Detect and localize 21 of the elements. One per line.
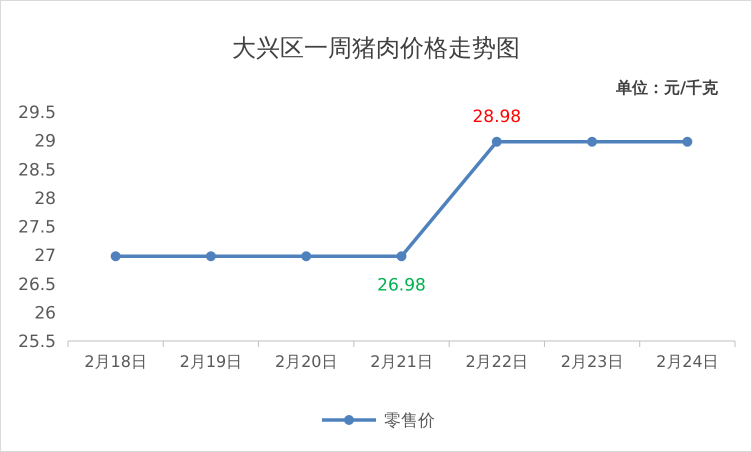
data-label: 26.98: [377, 275, 426, 296]
y-tick-label: 27: [34, 246, 56, 266]
y-tick-label: 26.5: [18, 274, 56, 295]
y-tick-label: 27.5: [18, 218, 56, 238]
y-tick-label: 29: [34, 132, 56, 152]
y-tick-label: 25.5: [18, 332, 56, 352]
x-tick-label: 2月22日: [466, 352, 528, 371]
y-tick-label: 26: [34, 303, 56, 324]
y-tick-label: 28.5: [18, 160, 56, 180]
x-tick-label: 2月20日: [274, 352, 338, 371]
x-tick-label: 2月21日: [370, 352, 433, 371]
x-tick-label: 2月19日: [180, 352, 242, 371]
text: 单位：元/千克: [615, 78, 719, 97]
legend-label: 零售价: [384, 411, 435, 431]
data-label: 28.98: [472, 106, 522, 127]
x-tick-label: 2月23日: [560, 352, 624, 371]
chart-title: 大兴区一周猪肉价格走势图: [232, 34, 520, 62]
y-tick-label: 28: [34, 188, 56, 209]
y-tick-label: 29.5: [18, 103, 56, 123]
x-tick-label: 2月24日: [656, 352, 719, 371]
x-tick-label: 2月18日: [84, 352, 147, 371]
